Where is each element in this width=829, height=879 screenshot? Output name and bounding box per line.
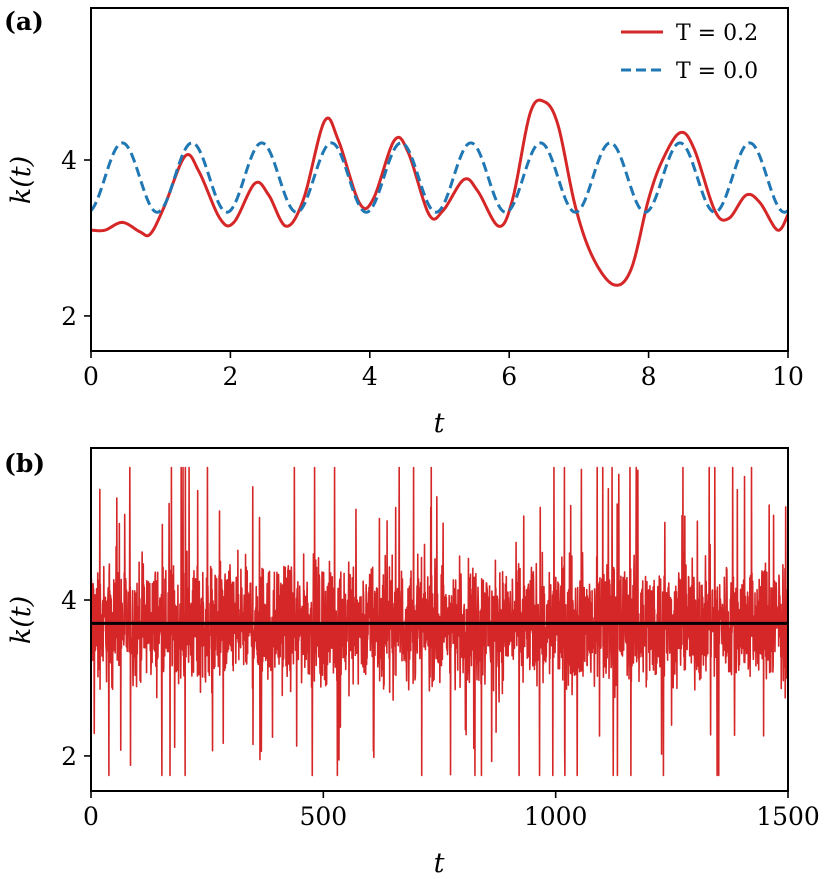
panel-b-series-t02 [91, 466, 788, 777]
panel-b-xtick-label: 0 [83, 802, 99, 831]
panel-a-series-t02 [91, 98, 788, 287]
panel-b-xtick-label: 1500 [756, 802, 820, 831]
panel-b-ytick-label: 2 [61, 742, 77, 771]
panel-a-xtick-label: 10 [772, 362, 804, 391]
panel-a-xtick-label: 4 [362, 362, 378, 391]
panel-a-ticks: 0 2 4 6 8 10 2 4 [61, 146, 804, 391]
panel-b-ytick-label: 4 [61, 586, 77, 615]
panel-b-plot-area [91, 466, 788, 777]
panel-a-xtick-label: 0 [83, 362, 99, 391]
panel-a: (a) 0 2 4 6 8 10 2 4 t k(t) T = 0.2 T = 0.0 [4, 7, 804, 439]
panel-a-xlabel: t [434, 408, 445, 439]
panel-b-label: (b) [4, 449, 45, 478]
panel-b-xtick-label: 500 [299, 802, 347, 831]
panel-a-series-t00 [91, 141, 788, 214]
panel-a-ytick-label: 4 [61, 146, 77, 175]
legend-label-t00: T = 0.0 [676, 59, 758, 84]
panel-a-xtick-label: 2 [222, 362, 238, 391]
panel-a-legend: T = 0.2 T = 0.0 [621, 21, 758, 84]
panel-a-xtick-label: 6 [501, 362, 517, 391]
panel-b: (b) 0 500 1000 1500 2 4 t k(t) [4, 447, 820, 879]
panel-a-xtick-label: 8 [641, 362, 657, 391]
panel-a-ytick-label: 2 [61, 302, 77, 331]
panel-b-xlabel: t [434, 848, 445, 879]
panel-a-plot-area [91, 98, 788, 287]
panel-b-xtick-label: 1000 [524, 802, 588, 831]
panel-a-label: (a) [4, 7, 44, 36]
panel-a-axes-frame [90, 7, 789, 352]
panel-b-ylabel: k(t) [6, 596, 37, 644]
panel-a-ylabel: k(t) [6, 156, 37, 204]
legend-label-t02: T = 0.2 [676, 21, 758, 46]
panel-b-axes-frame [90, 447, 789, 792]
panel-b-ticks: 0 500 1000 1500 2 4 [61, 586, 820, 831]
